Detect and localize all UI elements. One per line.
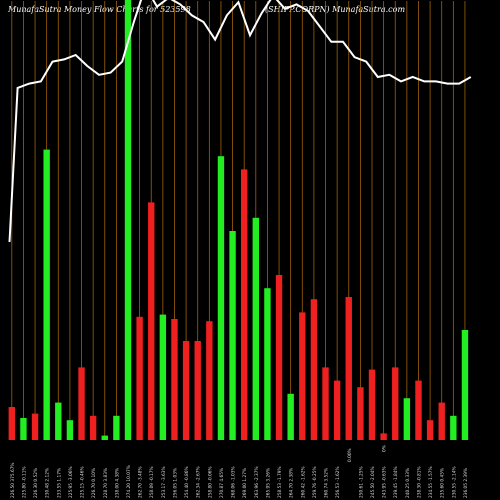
tick-label: 259.76 -0.25% (312, 466, 318, 498)
tick-label: 274.20 10.07% (126, 465, 132, 498)
bar-29 (333, 380, 341, 440)
bar-7 (78, 367, 85, 440)
bar-22 (252, 217, 260, 440)
tick-label: 225.80 -0.11% (21, 466, 27, 498)
bar-33 (380, 433, 387, 440)
tick-label: 239.45 -1.84% (393, 466, 399, 498)
bar-1 (8, 407, 16, 440)
bar-14 (159, 314, 167, 440)
bar-16 (182, 341, 190, 440)
bar-18 (206, 321, 213, 440)
tick-label: 230.55 -2.14% (451, 466, 457, 498)
tick-label: 228.70 3.83% (103, 468, 109, 498)
bar-17 (194, 341, 201, 440)
tick-label: 225.95 -3.06% (68, 466, 74, 498)
tick-label: 263.96 -2.37% (254, 466, 260, 498)
tick-label: 238.00 4.38% (114, 468, 120, 498)
bar-34 (392, 367, 399, 440)
bar-19 (217, 156, 225, 440)
tick-label: 226.70 0.10% (91, 468, 97, 498)
tick-label: 243.95 -0.63% (382, 466, 388, 498)
chart-header: MunafaSutra Money Flow Charts for 523598… (0, 0, 500, 30)
bar-26 (299, 312, 306, 440)
tick-label: 240.25 0.33% (405, 468, 411, 498)
bar-13 (148, 202, 155, 440)
tick-label: 270.87 4.65% (219, 468, 225, 498)
bar-37 (426, 420, 434, 440)
bar-30 (345, 297, 352, 440)
tick-label: 238.30 -0.81% (416, 466, 422, 498)
tick-label: 250.61 -1.25% (358, 466, 364, 498)
chart-site-label: (SHIPP.CORPN) MunafaSutra.com (265, 5, 406, 14)
bar-4 (43, 149, 50, 440)
tick-label: 225.15 -0.46% (80, 466, 86, 498)
bar-9 (101, 435, 108, 440)
tick-label: 256.53 -1.62% (335, 466, 341, 498)
bar-32 (368, 369, 376, 440)
bar-24 (275, 275, 283, 440)
bar-23 (264, 288, 271, 440)
bar-12 (136, 316, 143, 440)
bar-38 (438, 402, 445, 440)
tick-label: 268.06 -1.03% (231, 466, 237, 498)
tick-label: 233.55 1.17% (56, 468, 62, 498)
tick-label: 226.50 375.67% (10, 462, 16, 498)
inline-label: 0.00% (347, 448, 353, 462)
bar-5 (55, 402, 62, 440)
tick-label: 235.60 0.45% (440, 468, 446, 498)
tick-label: 230.48 2.12% (45, 468, 51, 498)
bar-21 (240, 169, 248, 440)
bar-40 (461, 330, 469, 440)
bar-28 (322, 367, 329, 440)
bar-10 (113, 415, 120, 440)
tick-label: 262.34 -2.67% (196, 466, 202, 498)
bar-15 (171, 319, 178, 440)
bar-39 (450, 415, 457, 440)
tick-label: 253.17 -3.63% (161, 466, 167, 498)
bar-6 (66, 420, 74, 440)
bar-36 (415, 380, 422, 440)
bar-35 (403, 398, 411, 440)
inline-label: 0% (382, 445, 388, 452)
tick-label: 258.80 -0.06% (207, 466, 213, 498)
bar-31 (357, 387, 364, 440)
tick-label: 256.05 1.03% (172, 468, 178, 498)
tick-label: 245.50 -2.04% (370, 466, 376, 498)
bar-27 (310, 299, 318, 440)
tick-label: 226.30 0.52% (33, 468, 39, 498)
tick-label: 254.40 -0.86% (184, 466, 190, 498)
tick-label: 236.05 2.39% (463, 468, 469, 498)
tick-label: 258.09 -0.17% (149, 466, 155, 498)
money-flow-line (8, 0, 472, 243)
tick-label: 234.55 -1.57% (428, 466, 434, 498)
bar-11 (124, 0, 132, 440)
tick-label: 260.74 3.52% (324, 468, 330, 498)
bar-20 (229, 231, 236, 440)
bar-3 (31, 413, 39, 440)
chart-title: MunafaSutra Money Flow Charts for 523598 (8, 5, 191, 14)
tick-label: 262.70 -3.48% (138, 466, 144, 498)
tick-label: 265.95 3.26% (265, 468, 271, 498)
tick-label: 260.42 -1.62% (300, 466, 306, 498)
bar-2 (20, 418, 27, 440)
tick-label: 264.70 2.38% (289, 468, 295, 498)
bar-25 (287, 393, 294, 440)
bar-8 (89, 415, 97, 440)
tick-label: 258.53 -1.79% (277, 466, 283, 498)
tick-label: 269.00 1.27% (242, 468, 248, 498)
